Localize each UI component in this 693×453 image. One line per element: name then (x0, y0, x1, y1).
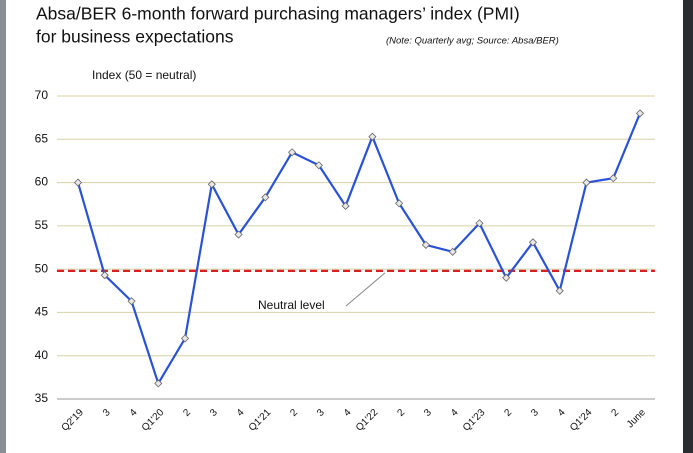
chart: Absa/BER 6-month forward purchasing mana… (0, 0, 693, 453)
y-tick-label: 55 (35, 218, 49, 232)
left-edge (0, 0, 6, 453)
y-tick-label: 35 (35, 391, 49, 405)
y-tick-label: 65 (35, 131, 49, 145)
chart-title: for business expectations (36, 27, 234, 47)
y-tick-label: 70 (35, 88, 49, 102)
y-tick-label: 45 (35, 305, 49, 319)
y-tick-label: 50 (35, 261, 49, 275)
chart-title: Absa/BER 6-month forward purchasing mana… (36, 4, 520, 24)
y-tick-label: 40 (35, 348, 49, 362)
y-tick-label: 60 (35, 175, 49, 189)
reference-label: Neutral level (258, 298, 325, 312)
y-axis-label: Index (50 = neutral) (92, 68, 196, 82)
chart-note: (Note: Quarterly avg; Source: Absa/BER) (386, 36, 559, 47)
right-edge (683, 0, 693, 453)
